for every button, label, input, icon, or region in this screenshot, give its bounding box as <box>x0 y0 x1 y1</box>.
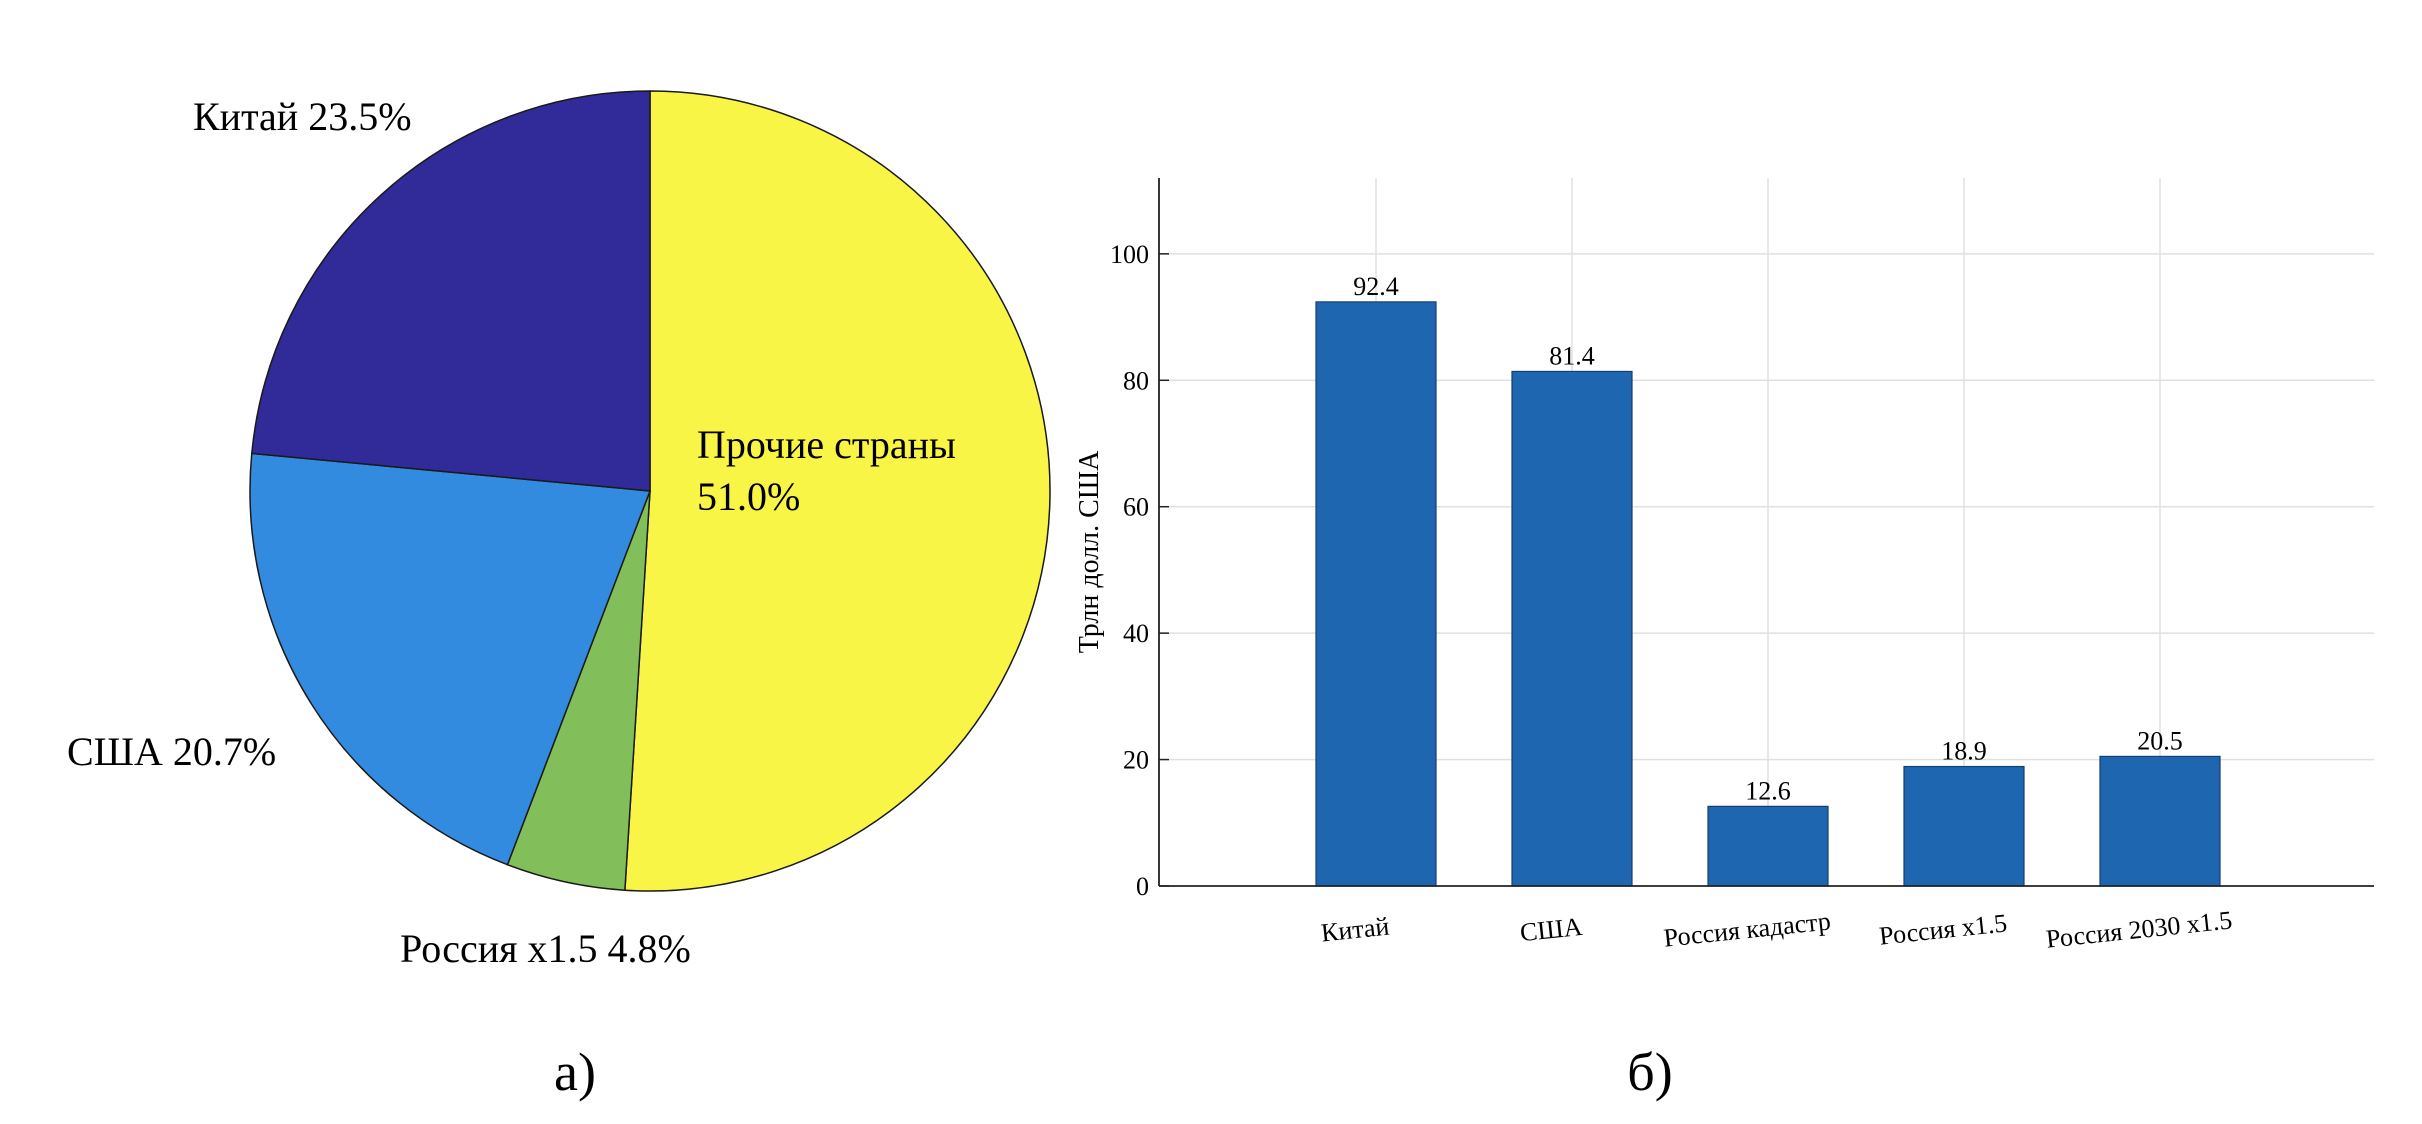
pie-label-китай: Китай 23.5% <box>193 94 412 139</box>
bar-1 <box>1511 370 1633 887</box>
panel-label-b: б) <box>1627 1042 1672 1102</box>
y-tick-label: 0 <box>1136 872 1149 901</box>
pie-slice-прочие-страны <box>624 90 1051 892</box>
pie-slice-китай <box>250 90 651 492</box>
y-tick-label: 80 <box>1123 366 1149 395</box>
x-tick-label: Китай <box>1320 912 1391 948</box>
bar-value-label: 92.4 <box>1353 272 1399 301</box>
pie-chart: Прочие страны 51.0% Россия x1.5 4.8% США 20… <box>67 90 1051 971</box>
bar-chart: 0 20 40 60 80 100 92.4 Китай 81.4 США 12.6 Россия к… <box>1074 178 2374 954</box>
pie-label-прочие-страны: Прочие страны <box>697 422 956 467</box>
bar-value-label: 81.4 <box>1549 341 1595 370</box>
pie-label-сша: США 20.7% <box>67 729 276 774</box>
y-tick-label: 20 <box>1123 746 1149 775</box>
bar-0 <box>1315 301 1437 887</box>
pie-percent-прочие-страны: 51.0% <box>697 474 800 519</box>
y-axis-label: Трлн долл. США <box>1074 450 1105 653</box>
bar-value-label: 18.9 <box>1941 737 1987 766</box>
bar-value-label: 20.5 <box>2137 726 2183 755</box>
bar-value-label: 12.6 <box>1745 776 1791 805</box>
bar-4 <box>2099 755 2221 887</box>
y-tick-label: 100 <box>1110 240 1149 269</box>
y-tick-label: 60 <box>1123 493 1149 522</box>
pie-label-россия-x1-5: Россия x1.5 4.8% <box>400 926 691 971</box>
y-tick-label: 40 <box>1123 619 1149 648</box>
x-tick-label: Россия 2030 x1.5 <box>2045 905 2234 953</box>
bar-3 <box>1903 765 2025 887</box>
panel-label-a: а) <box>554 1042 596 1102</box>
x-tick-label: США <box>1519 912 1584 947</box>
pie-slice-сша <box>249 452 652 866</box>
x-tick-label: Россия x1.5 <box>1878 908 2009 950</box>
x-tick-label: Россия кадастр <box>1662 906 1832 952</box>
bar-2 <box>1707 805 1829 887</box>
